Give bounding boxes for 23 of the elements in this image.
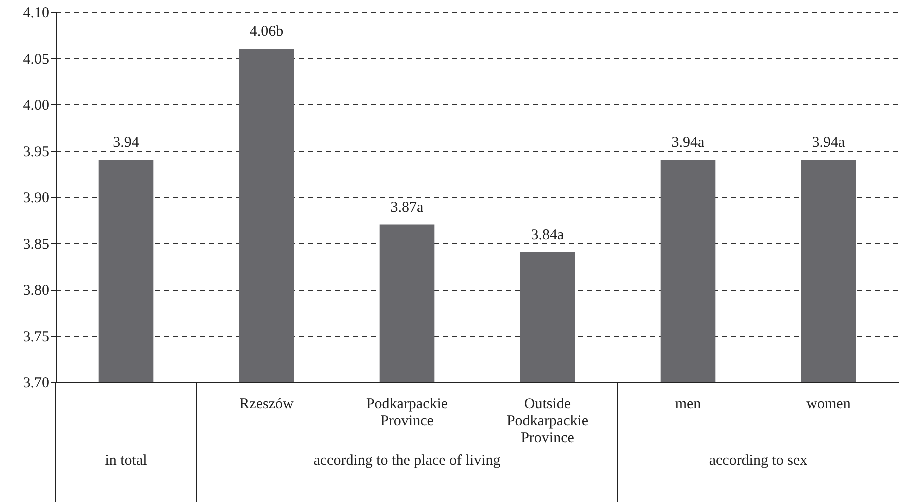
data-label: 3.94 — [113, 135, 140, 151]
y-tick-label: 3.95 — [23, 144, 50, 160]
x-tick-label: men — [675, 396, 702, 412]
data-label: 4.06b — [250, 24, 284, 40]
y-tick-label: 4.10 — [23, 6, 50, 22]
y-tick-label: 4.05 — [23, 52, 50, 68]
data-label: 3.87a — [390, 200, 424, 216]
text: according to sex — [709, 453, 808, 469]
y-tick-label: 4.00 — [23, 98, 50, 114]
y-tick-label: 3.70 — [23, 376, 50, 392]
data-label: 3.94a — [812, 135, 846, 151]
x-tick-label: Podkarpackie Province — [366, 396, 448, 430]
y-tick-label: 3.85 — [23, 236, 50, 253]
x-tick-label: women — [806, 396, 852, 412]
y-tick-label: 3.90 — [23, 190, 50, 206]
x-tick-label: Outside Podkarpackie Province — [506, 396, 589, 446]
y-tick-label: 3.80 — [23, 283, 50, 299]
data-label: 3.84a — [531, 228, 565, 244]
text: in total — [105, 453, 148, 469]
text: according to the place of living — [314, 453, 502, 469]
y-tick-label: 3.75 — [23, 329, 50, 346]
x-tick-label: Rzeszów — [240, 396, 294, 412]
data-label: 3.94a — [672, 135, 706, 151]
